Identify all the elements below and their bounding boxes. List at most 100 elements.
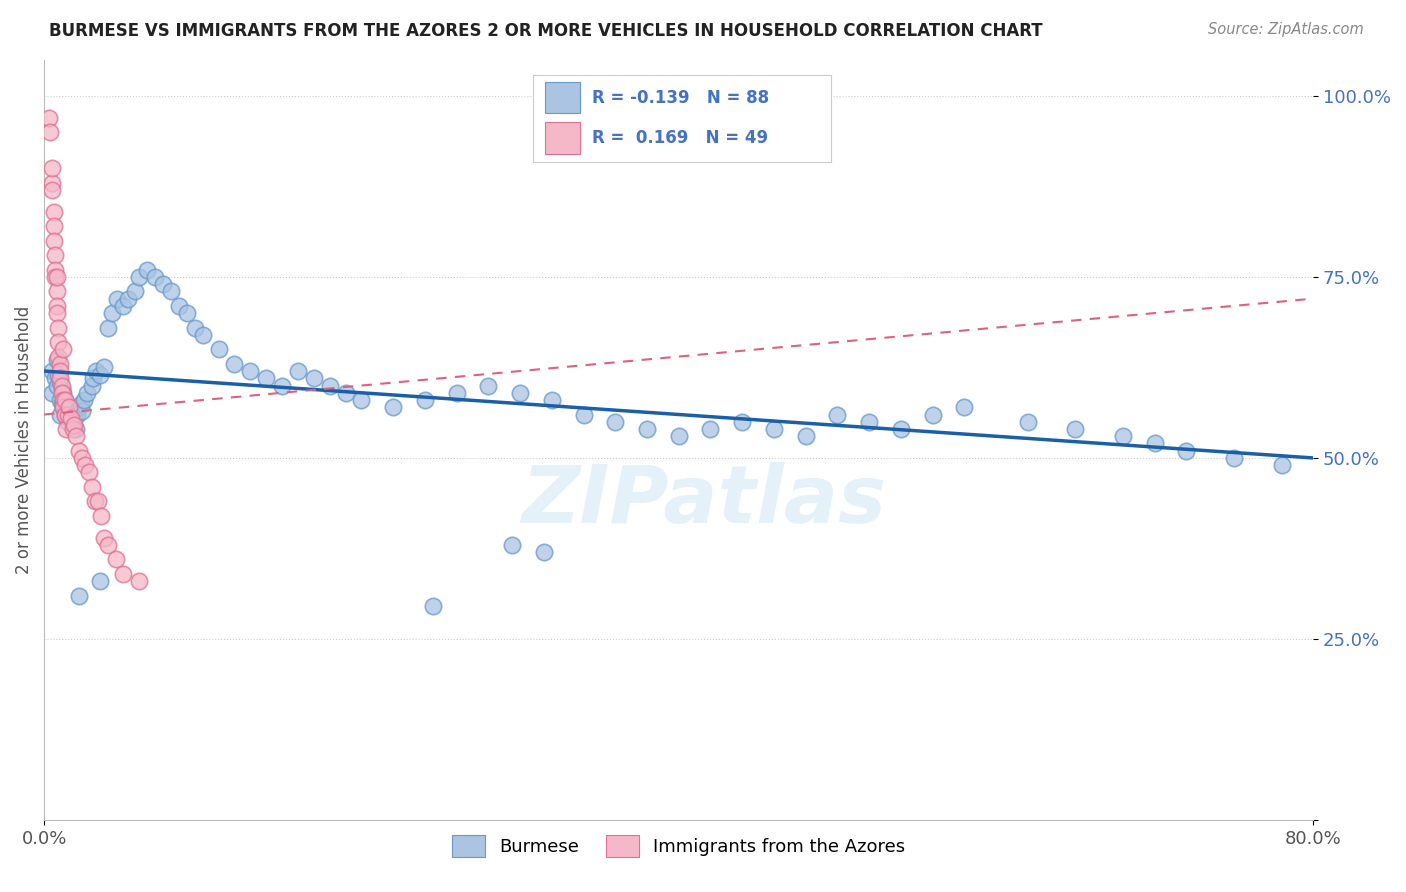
Point — [1017, 415, 1039, 429]
Point — [45, 269, 67, 284]
Y-axis label: 2 or more Vehicles in Household: 2 or more Vehicles in Household — [15, 306, 32, 574]
Point — [101, 306, 124, 320]
Point — [41, 364, 63, 378]
Point — [254, 371, 277, 385]
Point — [67, 443, 90, 458]
Point — [731, 415, 754, 429]
Point — [82, 371, 104, 385]
Point — [60, 411, 83, 425]
Point — [1270, 458, 1292, 473]
Point — [49, 408, 72, 422]
Point — [70, 450, 93, 465]
Point — [858, 415, 880, 429]
Point — [80, 378, 103, 392]
Point — [52, 343, 75, 357]
Point — [48, 350, 70, 364]
Point — [53, 404, 76, 418]
Point — [1112, 429, 1135, 443]
Point — [77, 466, 100, 480]
Point — [80, 480, 103, 494]
Text: Source: ZipAtlas.com: Source: ZipAtlas.com — [1208, 22, 1364, 37]
Point — [191, 327, 214, 342]
Point — [53, 392, 76, 407]
Point — [533, 545, 555, 559]
Point — [38, 111, 60, 125]
Point — [75, 458, 97, 473]
Point — [56, 401, 79, 415]
Point — [58, 401, 80, 415]
Point — [167, 299, 190, 313]
Text: BURMESE VS IMMIGRANTS FROM THE AZORES 2 OR MORE VEHICLES IN HOUSEHOLD CORRELATIO: BURMESE VS IMMIGRANTS FROM THE AZORES 2 … — [49, 22, 1043, 40]
Point — [827, 408, 849, 422]
Point — [49, 392, 72, 407]
Point — [382, 401, 405, 415]
Point — [49, 371, 72, 385]
Point — [93, 360, 115, 375]
Point — [87, 494, 110, 508]
Text: ZIPatlas: ZIPatlas — [522, 462, 887, 540]
Point — [49, 364, 72, 378]
Point — [49, 375, 72, 389]
Point — [83, 494, 105, 508]
Point — [207, 343, 229, 357]
Point — [89, 574, 111, 588]
Point — [58, 411, 80, 425]
Point — [45, 299, 67, 313]
Point — [160, 285, 183, 299]
Point — [302, 371, 325, 385]
Point — [52, 401, 75, 415]
Point — [540, 392, 562, 407]
Point — [44, 262, 66, 277]
Point — [422, 599, 444, 614]
Point — [762, 422, 785, 436]
Point — [41, 176, 63, 190]
Point — [51, 378, 73, 392]
Point — [63, 411, 86, 425]
Point — [143, 269, 166, 284]
Point — [509, 385, 531, 400]
Point — [953, 401, 976, 415]
Point — [51, 385, 73, 400]
Point — [97, 320, 120, 334]
Point — [41, 385, 63, 400]
Point — [572, 408, 595, 422]
Point — [271, 378, 294, 392]
Point — [413, 392, 436, 407]
Point — [65, 429, 87, 443]
Point — [63, 418, 86, 433]
Point — [76, 385, 98, 400]
Point — [45, 285, 67, 299]
Point — [55, 422, 77, 436]
Point — [605, 415, 627, 429]
Point — [45, 378, 67, 392]
Point — [921, 408, 943, 422]
Point — [152, 277, 174, 292]
Point — [1064, 422, 1087, 436]
Point — [477, 378, 499, 392]
Point — [239, 364, 262, 378]
Point — [51, 397, 73, 411]
Point — [86, 364, 108, 378]
Point — [287, 364, 309, 378]
Point — [53, 392, 76, 407]
Point — [699, 422, 721, 436]
Point — [128, 269, 150, 284]
Point — [62, 422, 84, 436]
Point — [224, 357, 246, 371]
Point — [890, 422, 912, 436]
Point — [112, 299, 135, 313]
Point — [48, 334, 70, 349]
Point — [44, 248, 66, 262]
Point — [93, 531, 115, 545]
Point — [60, 404, 83, 418]
Point — [112, 566, 135, 581]
Point — [62, 418, 84, 433]
Point — [67, 589, 90, 603]
Point — [67, 401, 90, 415]
Point — [53, 408, 76, 422]
Point — [446, 385, 468, 400]
Point — [69, 397, 91, 411]
Point — [104, 552, 127, 566]
Legend: Burmese, Immigrants from the Azores: Burmese, Immigrants from the Azores — [444, 828, 912, 864]
Point — [53, 408, 76, 422]
